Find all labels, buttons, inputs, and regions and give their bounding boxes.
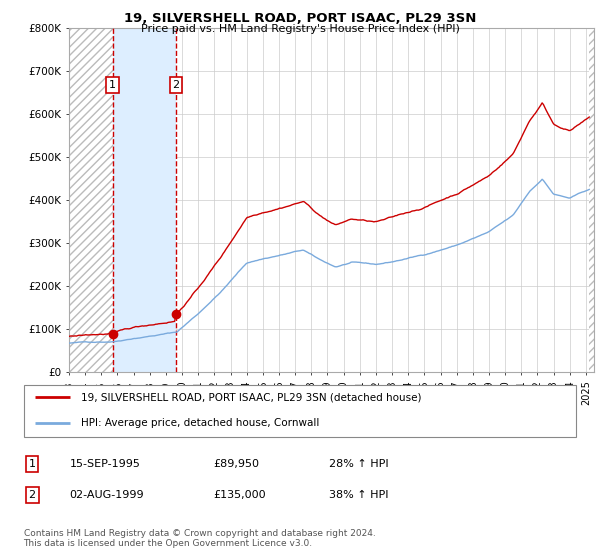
Text: 1: 1 — [109, 80, 116, 90]
Text: Contains HM Land Registry data © Crown copyright and database right 2024.
This d: Contains HM Land Registry data © Crown c… — [23, 529, 375, 548]
Text: 15-SEP-1995: 15-SEP-1995 — [70, 459, 140, 469]
Text: 28% ↑ HPI: 28% ↑ HPI — [329, 459, 388, 469]
Text: Price paid vs. HM Land Registry's House Price Index (HPI): Price paid vs. HM Land Registry's House … — [140, 24, 460, 34]
Text: HPI: Average price, detached house, Cornwall: HPI: Average price, detached house, Corn… — [81, 418, 319, 428]
Text: £89,950: £89,950 — [214, 459, 260, 469]
Text: 19, SILVERSHELL ROAD, PORT ISAAC, PL29 3SN (detached house): 19, SILVERSHELL ROAD, PORT ISAAC, PL29 3… — [81, 392, 422, 402]
Bar — [589, 28, 600, 372]
Text: 38% ↑ HPI: 38% ↑ HPI — [329, 490, 388, 500]
Text: 02-AUG-1999: 02-AUG-1999 — [70, 490, 144, 500]
Text: 19, SILVERSHELL ROAD, PORT ISAAC, PL29 3SN: 19, SILVERSHELL ROAD, PORT ISAAC, PL29 3… — [124, 12, 476, 25]
Bar — [69, 28, 113, 372]
Bar — [113, 28, 176, 372]
Text: 2: 2 — [172, 80, 179, 90]
Text: £135,000: £135,000 — [214, 490, 266, 500]
FancyBboxPatch shape — [23, 385, 577, 437]
Text: 2: 2 — [29, 490, 36, 500]
Text: 1: 1 — [29, 459, 35, 469]
